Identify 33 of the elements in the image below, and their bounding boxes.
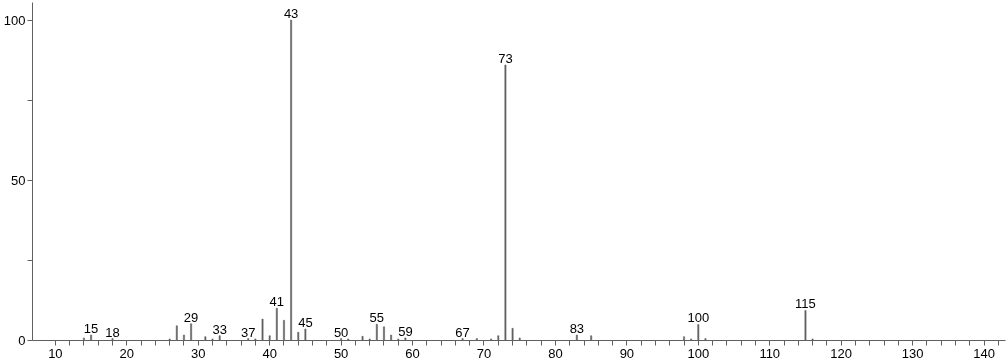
annotation: 41 (269, 294, 285, 310)
x-tick-label: 10 (48, 345, 63, 361)
x-tick-label: 100 (687, 345, 710, 361)
x-tick-label: 60 (405, 345, 420, 361)
x-tick-label: 90 (619, 345, 635, 361)
annotation: 73 (498, 50, 513, 66)
x-tick-label: 40 (262, 345, 277, 361)
x-tick-label: 20 (119, 345, 135, 361)
annotation: 37 (241, 324, 256, 340)
annotation: 29 (183, 309, 199, 325)
annotation: 43 (283, 6, 299, 22)
y-tick-label: 50 (11, 172, 26, 188)
annotation: 18 (105, 324, 120, 340)
annotation: 59 (398, 323, 413, 339)
annotation: 67 (455, 324, 470, 340)
annotation: 45 (298, 314, 313, 330)
x-tick-label: 30 (191, 345, 206, 361)
annotation: 100 (687, 310, 710, 326)
annotation: 50 (333, 324, 349, 340)
annotation: 55 (369, 310, 385, 326)
y-tick-label: 100 (3, 12, 26, 28)
annotation: 33 (212, 321, 227, 337)
x-tick-label: 110 (759, 345, 781, 361)
annotation: 115 (795, 296, 816, 312)
x-tick-label: 80 (548, 345, 563, 361)
x-tick-label: 50 (333, 345, 349, 361)
annotation: 83 (569, 321, 585, 337)
y-tick-label: 0 (18, 333, 26, 348)
x-tick-label: 70 (476, 345, 492, 361)
x-tick-label: 130 (901, 345, 924, 361)
x-tick-label: 120 (830, 345, 853, 361)
annotation: 15 (83, 321, 99, 337)
x-tick-label: 140 (973, 345, 995, 361)
